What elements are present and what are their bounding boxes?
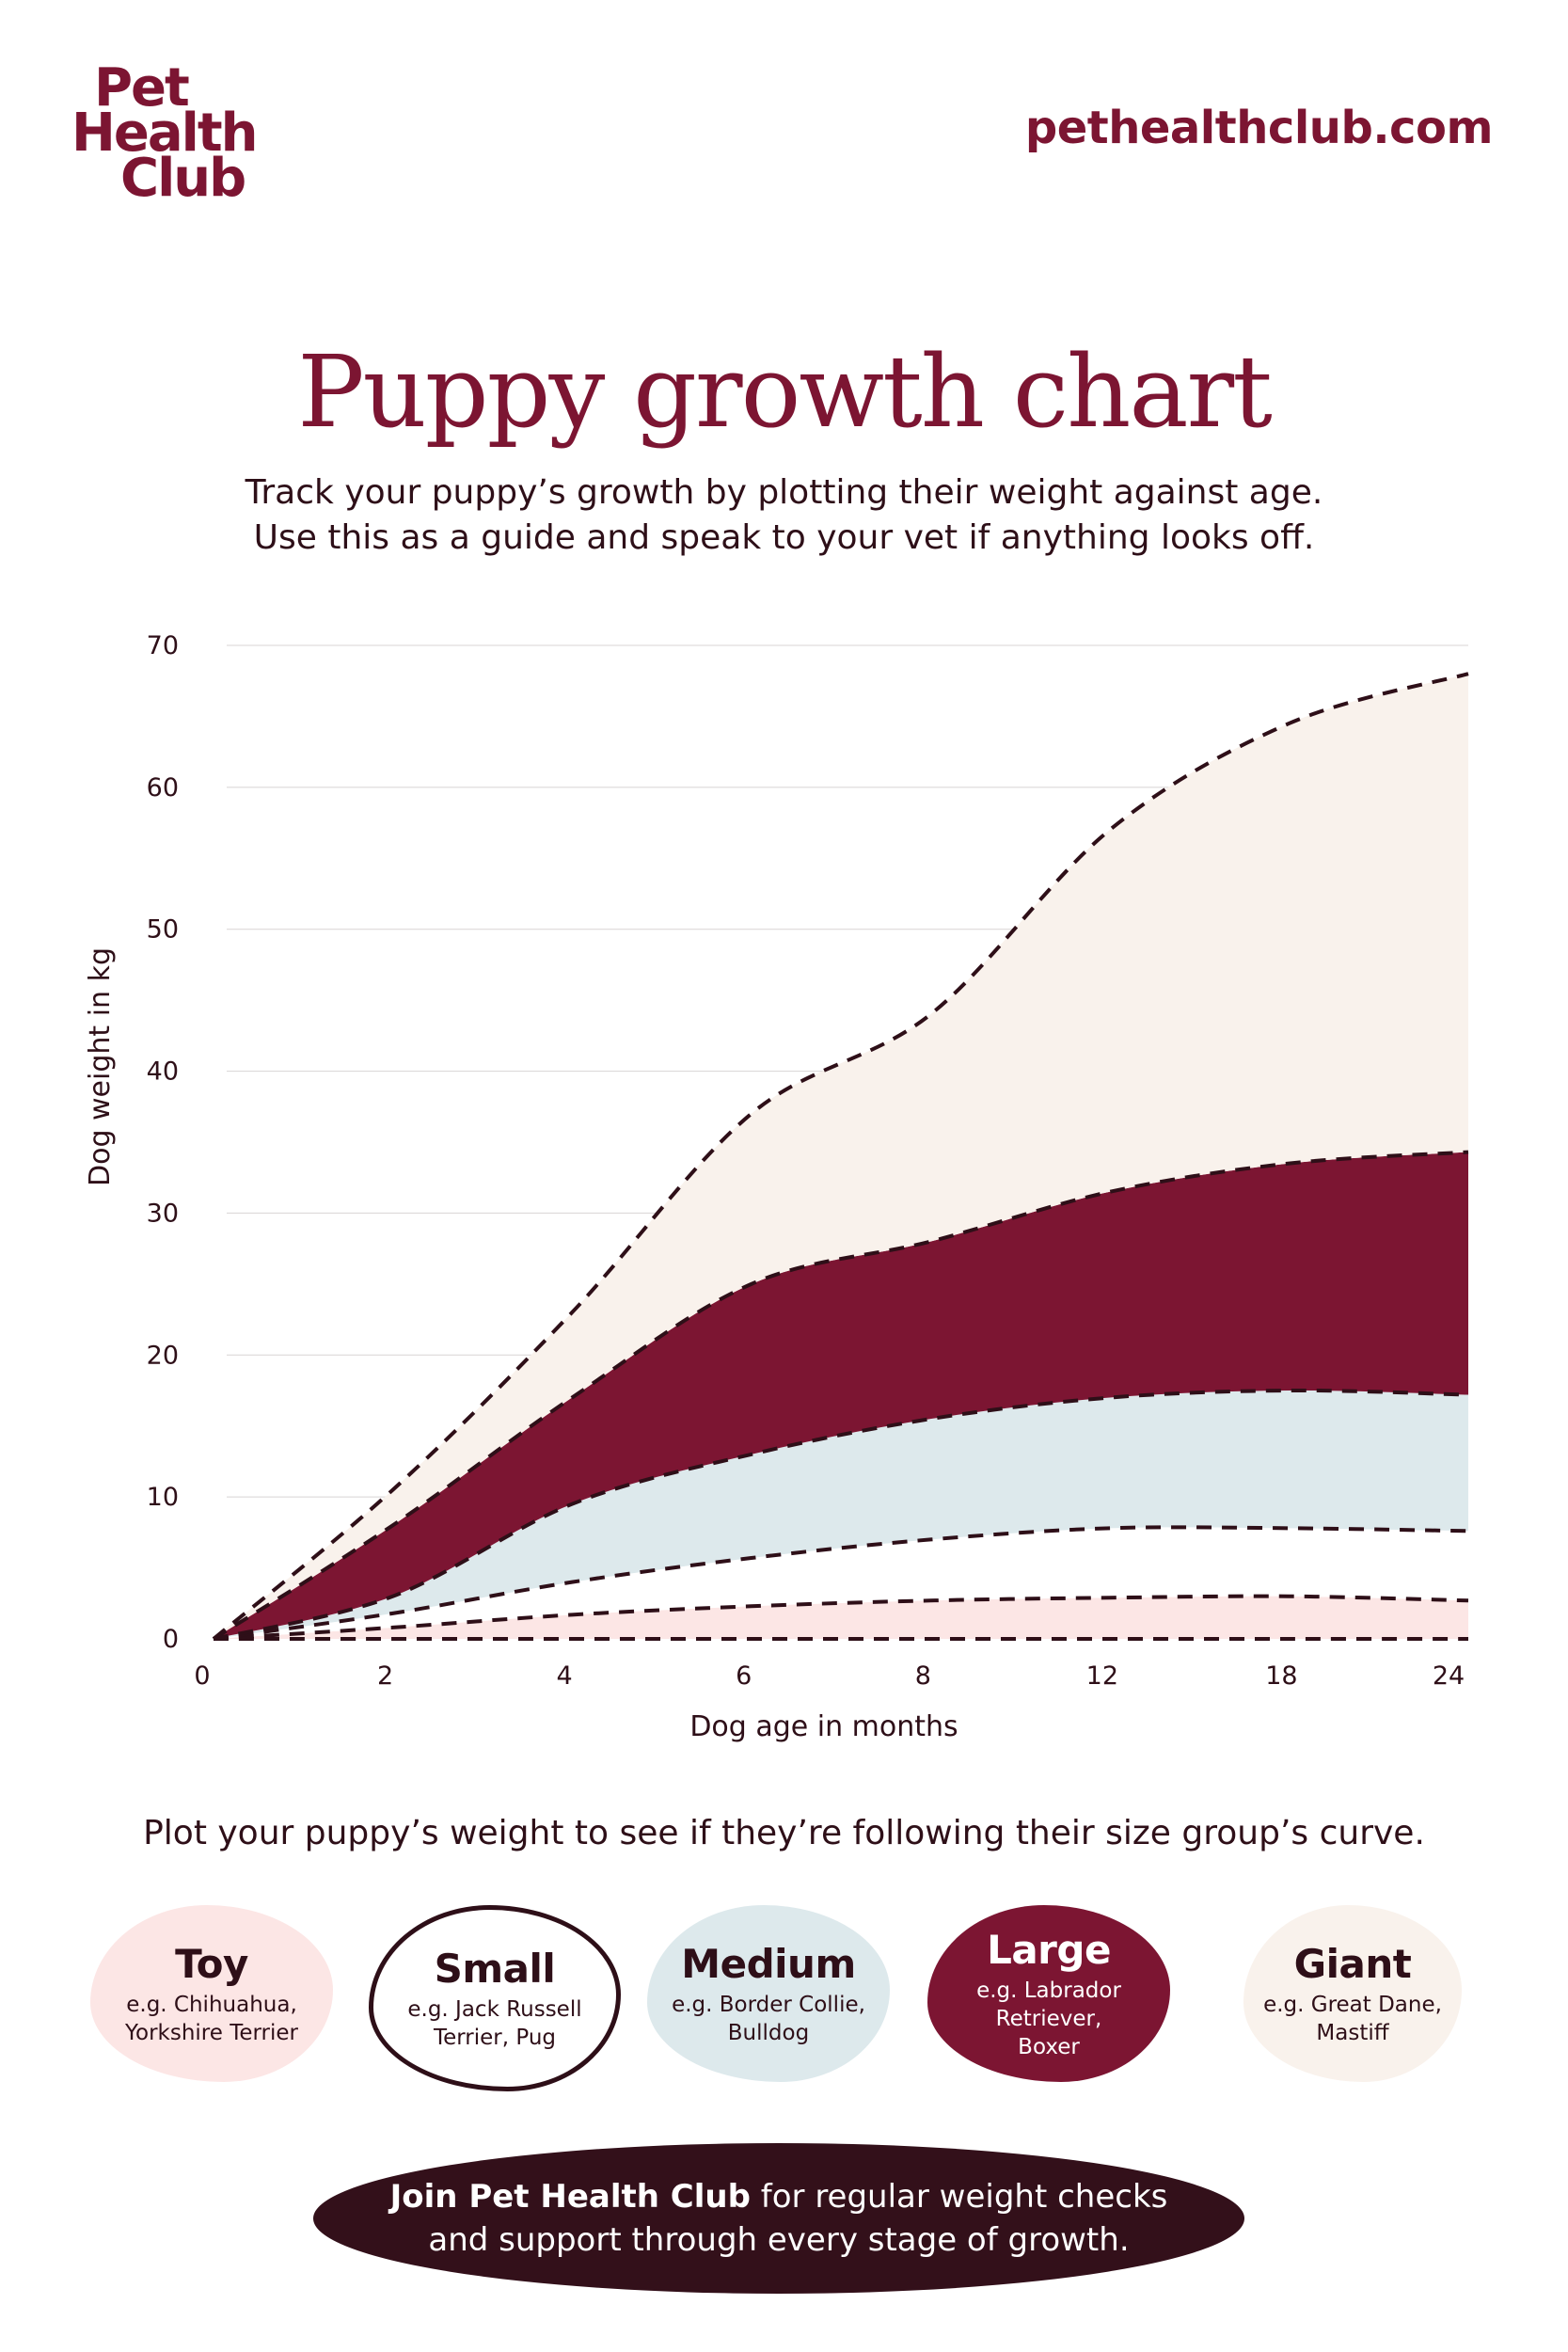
area-medium <box>214 1390 1468 1639</box>
cta-bold: Join Pet Health Club <box>389 2178 751 2216</box>
subtitle-line: Track your puppy’s growth by plotting th… <box>245 473 1323 512</box>
page-subtitle: Track your puppy’s growth by plotting th… <box>0 470 1568 561</box>
x-tick-label: 8 <box>915 1661 931 1691</box>
legend-examples: e.g. Labrador Retriever, Boxer <box>927 1977 1170 2061</box>
area-large <box>214 1152 1468 1639</box>
y-tick-label: 40 <box>147 1057 179 1087</box>
boundary-line-medium-upper <box>213 1388 1469 1641</box>
x-tick-label: 6 <box>736 1661 752 1691</box>
legend-name: Medium <box>681 1940 856 1987</box>
legend-example-line: Yorkshire Terrier <box>125 2020 298 2045</box>
legend-small: Small e.g. Jack Russell Terrier, Pug <box>369 1905 621 2091</box>
y-tick-label: 70 <box>147 631 179 660</box>
legend-examples: e.g. Chihuahua, Yorkshire Terrier <box>125 1991 298 2047</box>
area-toy <box>214 1596 1468 1639</box>
boundary-line-giant-upper <box>212 672 1469 1641</box>
subtitle-line: Use this as a guide and speak to your ve… <box>253 518 1315 557</box>
area-small <box>214 1527 1468 1639</box>
size-group-legend: Toy e.g. Chihuahua, Yorkshire Terrier Sm… <box>0 1905 1568 2093</box>
cta-rest: for regular weight checks <box>750 2178 1168 2216</box>
legend-medium: Medium e.g. Border Collie, Bulldog <box>647 1905 890 2082</box>
legend-name: Small <box>434 1945 556 1992</box>
x-tick-label: 4 <box>557 1661 573 1691</box>
y-tick-label: 60 <box>147 773 179 803</box>
legend-example-line: Bulldog <box>727 2020 810 2045</box>
x-tick-label: 2 <box>377 1661 393 1691</box>
legend-example-line: e.g. Jack Russell <box>407 1996 582 2022</box>
legend-example-line: e.g. Chihuahua, <box>126 1992 297 2017</box>
legend-name: Toy <box>175 1940 248 1987</box>
y-axis-label: Dog weight in kg <box>84 947 117 1186</box>
legend-giant: Giant e.g. Great Dane, Mastiff <box>1243 1905 1462 2082</box>
legend-name: Giant <box>1293 1940 1412 1987</box>
legend-name: Large <box>987 1926 1111 1973</box>
boundary-line-toy-upper <box>213 1594 1469 1641</box>
legend-example-line: Mastiff <box>1316 2020 1389 2045</box>
legend-example-line: e.g. Border Collie, <box>672 1992 865 2017</box>
legend-example-line: Terrier, Pug <box>433 2025 557 2050</box>
y-tick-label: 20 <box>147 1341 179 1370</box>
legend-examples: e.g. Great Dane, Mastiff <box>1263 1991 1442 2047</box>
legend-large: Large e.g. Labrador Retriever, Boxer <box>927 1905 1170 2082</box>
y-tick-label: 0 <box>163 1625 179 1654</box>
x-tick-label: 18 <box>1265 1661 1297 1691</box>
site-url-link[interactable]: pethealthclub.com <box>1024 102 1494 154</box>
area-giant <box>214 674 1468 1640</box>
y-tick-label: 50 <box>147 915 179 945</box>
join-club-banner[interactable]: Join Pet Health Club for regular weight … <box>313 2143 1244 2294</box>
legend-examples: e.g. Border Collie, Bulldog <box>672 1991 865 2047</box>
boundary-lines <box>212 672 1469 1642</box>
instruction-text: Plot your puppy’s weight to see if they’… <box>143 1814 1425 1852</box>
legend-example-line: Boxer <box>1018 2034 1080 2059</box>
legend-examples: e.g. Jack Russell Terrier, Pug <box>407 1995 581 2052</box>
cta-line-1: Join Pet Health Club for regular weight … <box>390 2175 1168 2218</box>
x-tick-label: 0 <box>194 1661 210 1691</box>
pet-health-club-logo[interactable]: Pet Health Club <box>71 57 288 210</box>
page-title: Puppy growth chart <box>297 334 1273 450</box>
y-tick-label: 30 <box>147 1199 179 1228</box>
legend-example-line: e.g. Labrador Retriever, <box>976 1978 1121 2031</box>
x-tick-label: 24 <box>1433 1661 1465 1691</box>
logo-line-club: Club <box>120 148 246 210</box>
cta-line-2: and support through every stage of growt… <box>428 2221 1130 2259</box>
legend-example-line: e.g. Great Dane, <box>1263 1992 1442 2017</box>
size-group-areas <box>214 674 1468 1640</box>
legend-toy: Toy e.g. Chihuahua, Yorkshire Terrier <box>90 1905 333 2082</box>
x-axis-label: Dog age in months <box>689 1710 958 1743</box>
x-tick-label: 12 <box>1086 1661 1118 1691</box>
logo-line-pet: Pet <box>94 57 190 119</box>
logo-line-health: Health <box>71 103 258 165</box>
y-tick-label: 10 <box>147 1483 179 1512</box>
